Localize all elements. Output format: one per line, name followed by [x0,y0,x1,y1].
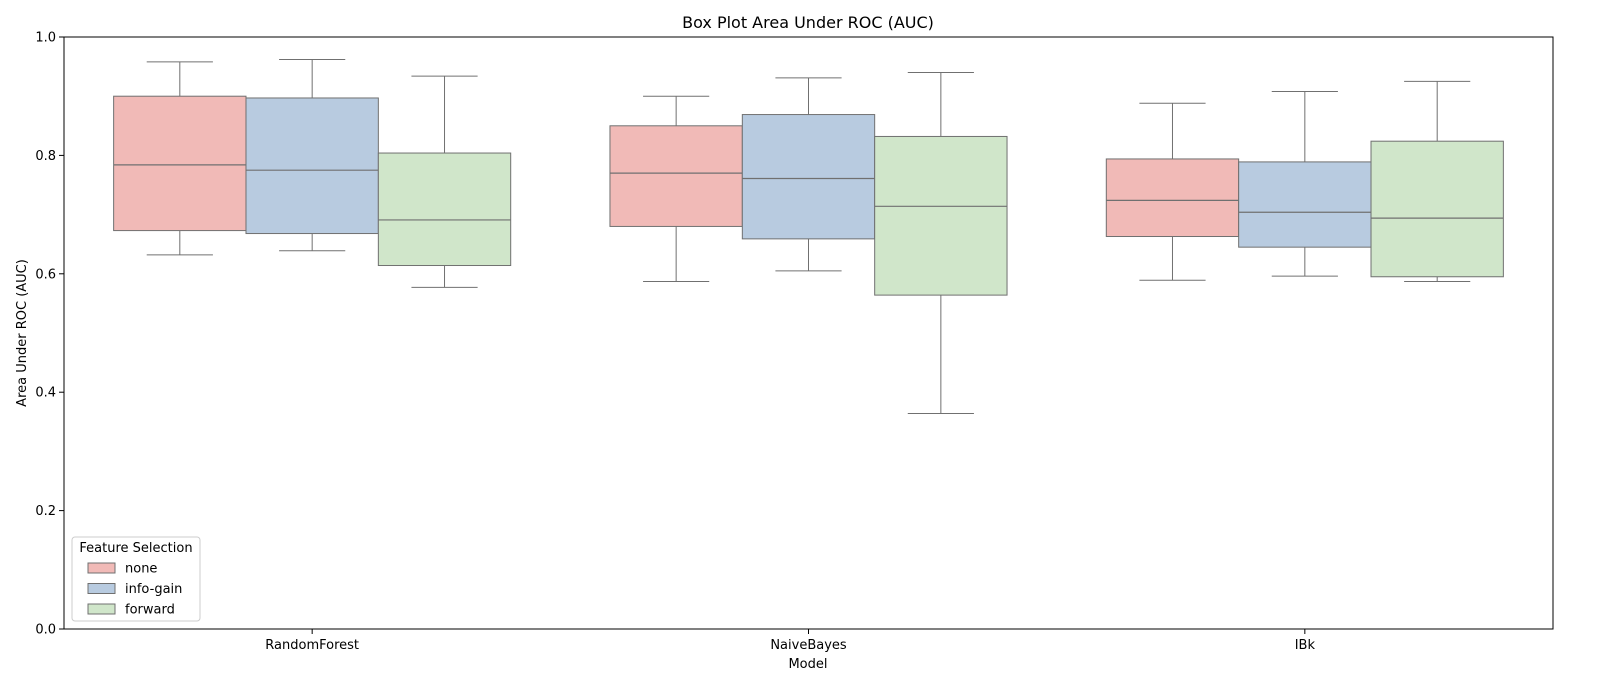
box-ibk-none [1105,102,1240,281]
legend-frame [71,536,201,622]
iqr-box [1238,161,1372,248]
legend-swatch-forward [87,603,116,615]
box-ibk-info-gain [1238,90,1372,277]
legend-label-forward: forward [125,603,175,618]
plot-area [113,58,1504,415]
iqr-box [874,135,1008,296]
y-tick-label: 0.6 [35,267,56,282]
iqr-box [609,125,743,227]
box-group-randomforest [113,58,512,288]
box-naivebayes-none [609,95,743,282]
legend-items: none info-gain forward [87,562,182,618]
legend-title: Feature Selection [79,541,192,556]
iqr-box [1105,158,1240,238]
iqr-box [113,95,247,232]
x-axis-title: Model [788,657,827,672]
box-group-naivebayes [609,72,1008,415]
iqr-box [1370,140,1504,278]
legend: Feature Selection none info-gain forward [71,536,201,622]
box-randomforest-none [113,61,247,256]
chart-title: Box Plot Area Under ROC (AUC) [682,13,934,32]
legend-label-none: none [125,562,157,577]
iqr-box [741,114,876,240]
y-axis-title: Area Under ROC (AUC) [15,259,30,407]
y-tick-label: 0.2 [35,504,56,519]
box-group-ibk [1105,80,1504,282]
legend-swatch-none [87,562,116,574]
y-tick-label: 0.8 [35,149,56,164]
x-tick-label: IBk [1295,638,1316,653]
iqr-box [377,152,512,267]
box-naivebayes-info-gain [741,77,876,272]
legend-swatch-info-gain [87,583,116,594]
iqr-box [245,97,379,235]
legend-label-info-gain: info-gain [125,582,182,597]
box-ibk-forward [1370,80,1504,282]
y-tick-label: 0.4 [35,386,56,401]
x-tick-label: RandomForest [265,638,359,653]
box-randomforest-info-gain [245,58,379,252]
box-randomforest-forward [377,75,512,288]
axes: 0.0 0.2 0.4 0.6 0.8 1.0 RandomForest NaiveBayes… [35,31,1554,653]
box-naivebayes-forward [874,72,1008,415]
y-tick-label: 0.0 [35,623,56,638]
y-tick-label: 1.0 [35,31,56,46]
x-tick-label: NaiveBayes [770,638,847,653]
